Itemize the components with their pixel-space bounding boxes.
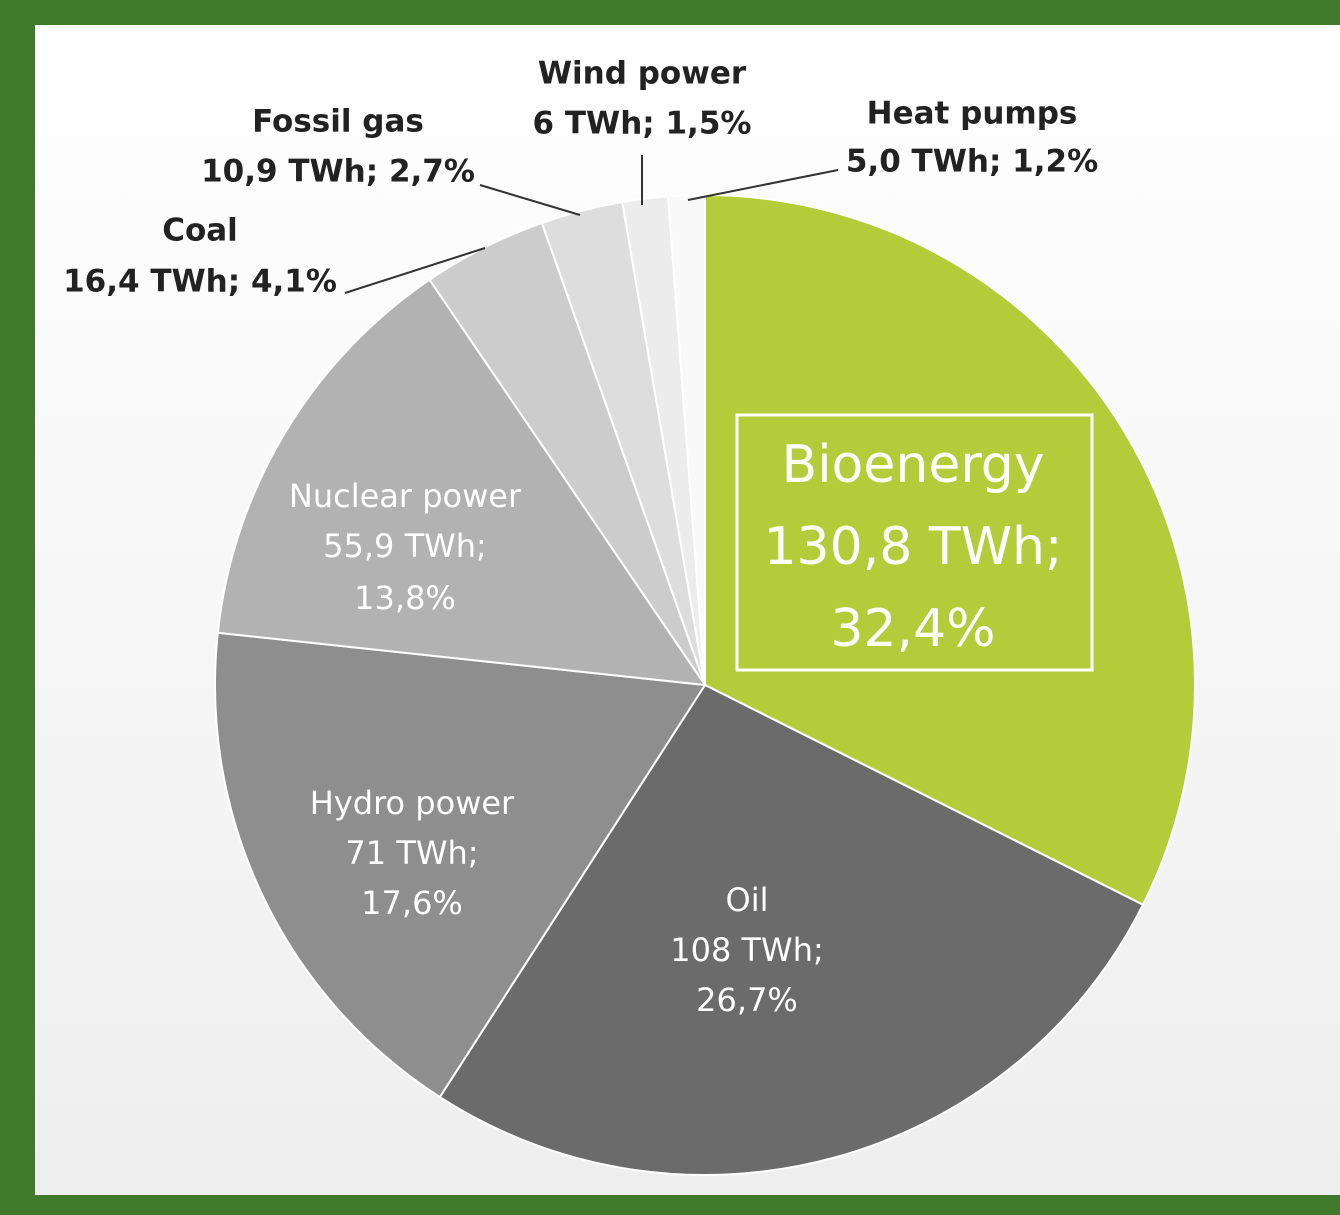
slice-value-label: 32,4% [830,599,995,659]
slice-value-label: 13,8% [354,579,456,617]
slice-value-label: 108 TWh; [670,931,824,969]
slice-name: Coal [162,213,238,249]
slice-name: Wind power [538,56,747,92]
slice-value-label: 6 TWh; 1,5% [533,106,752,142]
slice-name: Bioenergy [781,435,1044,495]
slice-value-label: 5,0 TWh; 1,2% [846,144,1098,180]
slice-name: Hydro power [310,784,515,822]
slice-name: Heat pumps [867,96,1078,132]
slice-value-label: 55,9 TWh; [323,527,487,565]
slice-value-label: 10,9 TWh; 2,7% [201,154,475,190]
slice-name: Nuclear power [289,477,522,515]
chart: Bioenergy 130,8 TWh; 32,4% Oil 108 TWh; 26,7%… [0,0,1340,1215]
slice-value-label: 130,8 TWh; [763,517,1062,577]
slice-name: Fossil gas [252,104,424,140]
slice-name: Oil [726,881,769,919]
slice-value-label: 16,4 TWh; 4,1% [63,264,337,300]
slice-value-label: 17,6% [361,884,463,922]
slice-value-label: 26,7% [696,981,798,1019]
slice-value-label: 71 TWh; [345,834,478,872]
